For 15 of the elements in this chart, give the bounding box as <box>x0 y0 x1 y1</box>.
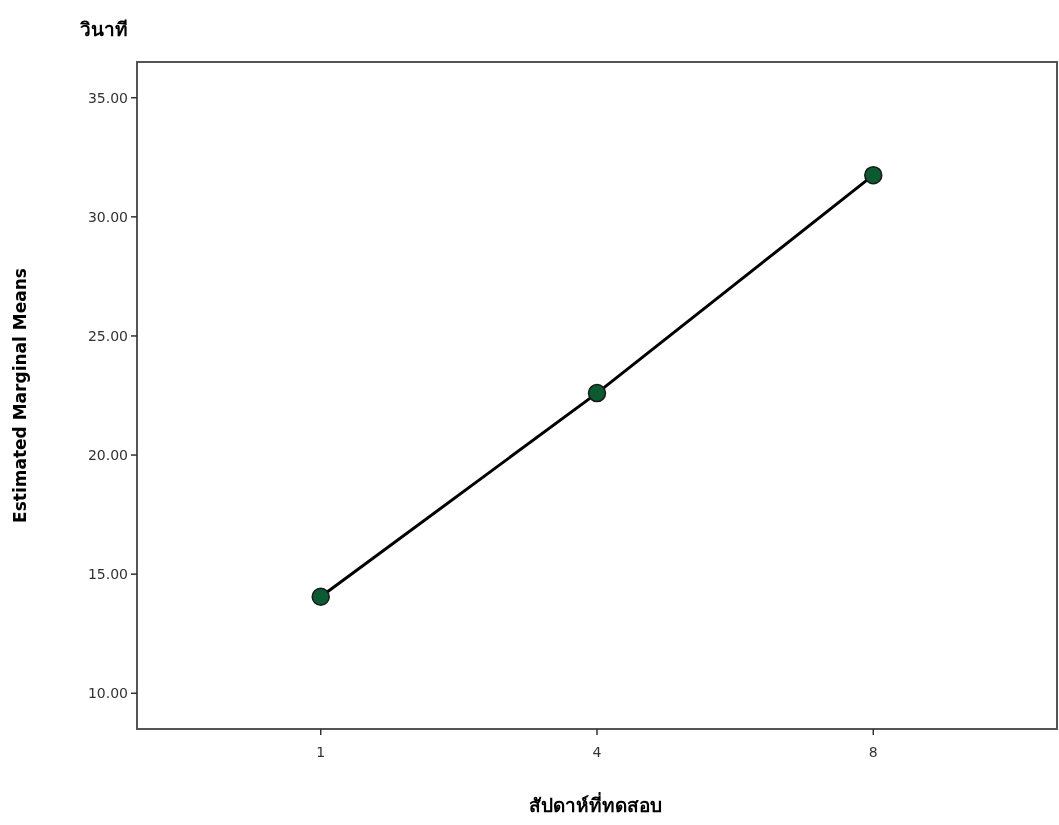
x-axis-title: สัปดาห์ที่ทดสอบ <box>528 792 662 816</box>
y-tick-label: 15.00 <box>87 566 128 583</box>
point <box>587 383 607 403</box>
y-tick-label: 30.00 <box>87 208 128 225</box>
y-tick-label: 35.00 <box>87 89 128 106</box>
point <box>311 587 330 607</box>
x-tick-label: 1 <box>316 744 326 760</box>
x-tick-label: 8 <box>868 744 878 760</box>
point <box>864 165 883 185</box>
y-tick-label: 10.00 <box>87 685 128 702</box>
chart-title: วินาที <box>80 18 128 40</box>
x-tick-label: 4 <box>592 744 602 760</box>
y-axis-title: Estimated Marginal Means <box>10 268 30 523</box>
y-tick-label: 20.00 <box>87 447 128 464</box>
y-tick-label: 25.00 <box>87 327 128 344</box>
